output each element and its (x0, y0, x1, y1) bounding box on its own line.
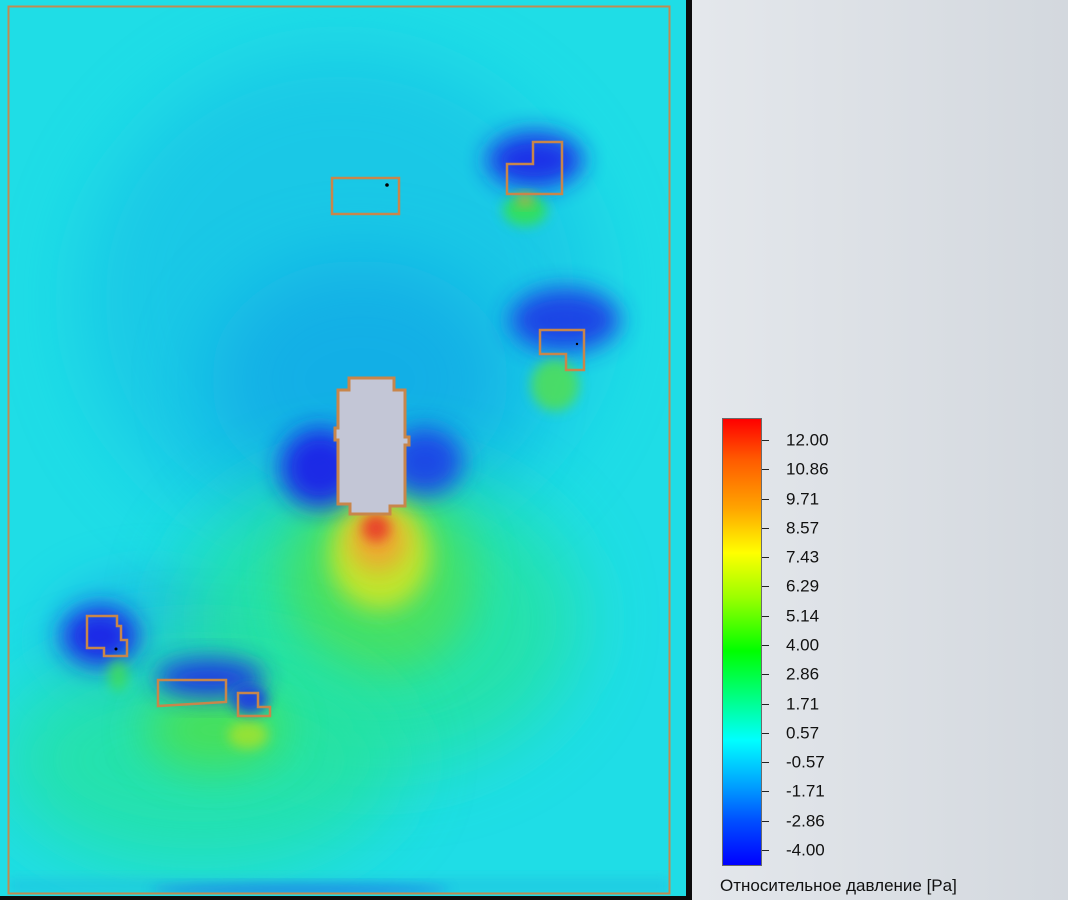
colorbar-tick-mark (762, 703, 769, 705)
colorbar-tick-mark (762, 615, 769, 617)
legend-title: Относительное давление [Pa] (720, 876, 957, 895)
colorbar-tick-mark (762, 674, 769, 676)
colorbar-tick-label: 6.29 (786, 576, 820, 596)
colorbar-tick-label: -1.71 (786, 781, 825, 801)
colorbar-tick-label: 10.86 (786, 459, 829, 479)
pressure-field-plot (0, 0, 692, 900)
colorbar-tick-mark (762, 527, 769, 529)
buildings (85, 140, 586, 718)
colorbar-tick-mark (762, 732, 769, 734)
color-legend: 12.00 10.86 9.71 8.57 7.43 6.29 5.14 4.00 2.86 1.… (716, 414, 1066, 900)
colorbar-tick-label: 9.71 (786, 489, 820, 509)
colorbar-tick-label: -0.57 (786, 752, 825, 772)
colorbar-tick-label: 5.14 (786, 606, 820, 626)
building-east[interactable] (538, 328, 586, 372)
building-south-west-small[interactable] (236, 691, 272, 718)
main-building[interactable] (333, 376, 411, 516)
colorbar-tick-mark (762, 791, 769, 793)
colorbar-tick-mark (762, 498, 769, 500)
colorbar-tick-label: 0.57 (786, 723, 820, 743)
building-north-center[interactable] (330, 176, 401, 216)
probe-point (385, 183, 389, 187)
simulation-viewport[interactable] (0, 0, 692, 900)
colorbar-tick-mark (762, 469, 769, 471)
colorbar-tick-mark (762, 762, 769, 764)
colorbar-tick-label: 1.71 (786, 694, 820, 714)
domain-boundary (7, 5, 671, 895)
colorbar-tick-label: 7.43 (786, 547, 820, 567)
colorbar-tick-label: 2.86 (786, 664, 820, 684)
colorbar-tick-mark (762, 586, 769, 588)
colorbar-tick-label: 8.57 (786, 518, 820, 538)
viewport-bottom-edge (0, 896, 692, 900)
colorbar-tick-mark (762, 557, 769, 559)
building-west[interactable] (85, 614, 129, 658)
probe-point (575, 342, 579, 346)
probe-point (114, 647, 118, 651)
building-south-west-long[interactable] (156, 678, 228, 708)
colorbar-tick-mark (762, 440, 769, 441)
colorbar-tick-label: 4.00 (786, 635, 820, 655)
colorbar (722, 418, 762, 866)
colorbar-tick-mark (762, 820, 769, 822)
colorbar-tick-label: 12.00 (786, 430, 829, 450)
colorbar-tick-mark (762, 850, 769, 851)
colorbar-tick-mark (762, 645, 769, 646)
colorbar-tick-label: -4.00 (786, 840, 825, 860)
building-north-east[interactable] (505, 140, 564, 196)
viewport-edge (686, 0, 692, 900)
colorbar-tick-label: -2.86 (786, 811, 825, 831)
